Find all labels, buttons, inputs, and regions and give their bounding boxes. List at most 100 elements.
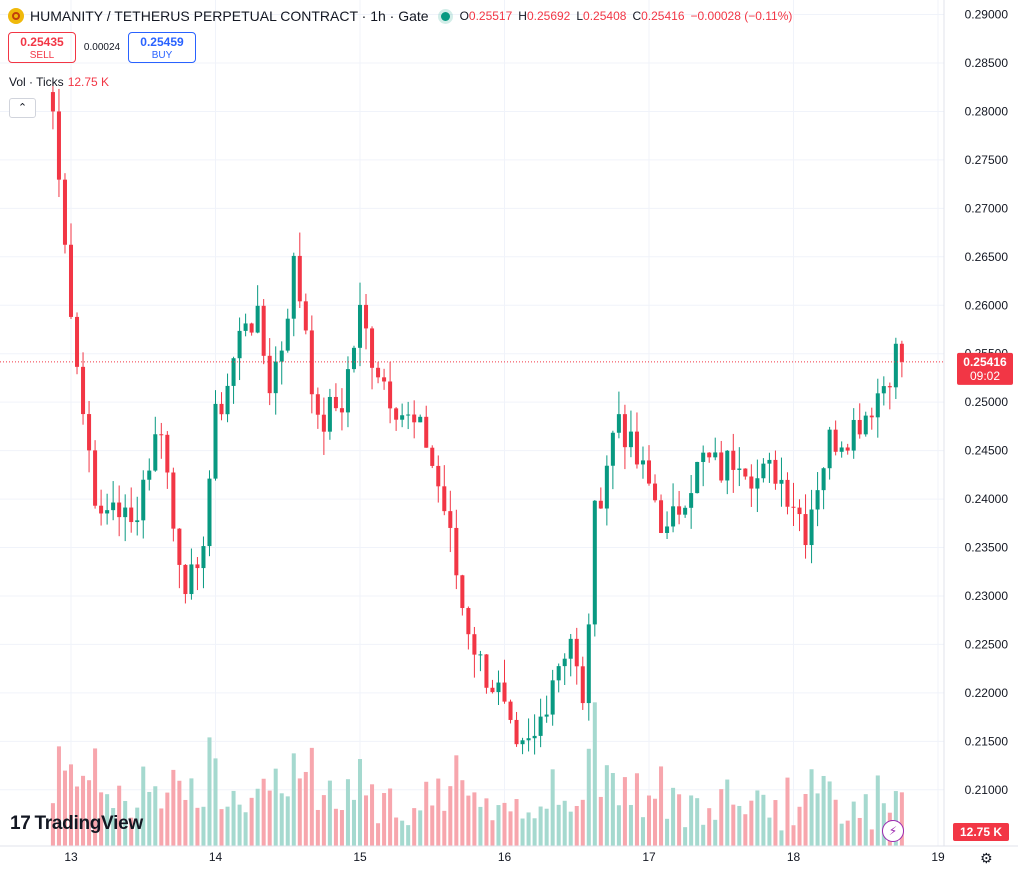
- price-tick-label: 0.28000: [965, 104, 1009, 118]
- candle-body: [297, 255, 302, 302]
- candle-body: [640, 460, 645, 465]
- candle-body: [201, 546, 206, 569]
- lightning-icon[interactable]: ⚡: [882, 820, 904, 842]
- volume-bar: [99, 792, 104, 846]
- time-tick-label: 17: [642, 850, 656, 864]
- time-axis[interactable]: 13 14 15 16 17 18 19: [64, 850, 945, 864]
- price-tick-label: 0.21500: [965, 734, 1009, 748]
- price-tick-label: 0.23500: [965, 541, 1009, 555]
- price-candles: [50, 81, 904, 755]
- candle-body: [111, 502, 116, 511]
- candle-body: [749, 476, 754, 489]
- candle-body: [171, 472, 176, 529]
- volume-bar: [159, 808, 164, 846]
- volume-bar: [622, 777, 627, 846]
- volume-bar: [731, 804, 736, 846]
- volume-bar: [646, 795, 652, 846]
- volume-bar: [303, 771, 308, 846]
- volume-legend[interactable]: Vol · Ticks 12.75 K: [9, 75, 109, 89]
- volume-bar: [779, 830, 784, 846]
- volume-bar: [81, 775, 86, 846]
- volume-bar: [610, 773, 615, 846]
- volume-bar: [364, 795, 369, 846]
- price-tick-label: 0.21000: [965, 783, 1009, 797]
- volume-bar: [412, 808, 417, 846]
- volume-bar: [165, 792, 170, 846]
- price-tick-label: 0.22500: [965, 637, 1009, 651]
- volume-bar: [616, 805, 621, 846]
- candle-body: [273, 361, 278, 394]
- candle-body: [845, 447, 850, 451]
- candle-body: [357, 304, 363, 348]
- price-tick-label: 0.26000: [965, 298, 1009, 312]
- symbol-title[interactable]: HUMANITY / TETHERUS PERPETUAL CONTRACT ·…: [30, 8, 429, 24]
- candle-body: [339, 408, 344, 413]
- volume-bar: [105, 794, 110, 846]
- gear-icon[interactable]: ⚙: [980, 850, 993, 866]
- candle-body: [520, 740, 525, 745]
- volume-bars: [50, 702, 904, 846]
- candle-body: [93, 450, 98, 506]
- candle-body: [418, 416, 423, 423]
- candle-body: [249, 323, 254, 333]
- volume-bar: [821, 775, 826, 846]
- price-axis[interactable]: 0.29000 0.28500 0.28000 0.27500 0.27000 0.265…: [965, 8, 1009, 797]
- volume-bar: [683, 827, 688, 846]
- candle-body: [610, 432, 615, 466]
- volume-bar: [267, 790, 272, 846]
- candle-body: [147, 470, 152, 480]
- volume-bar: [659, 766, 664, 846]
- candle-body: [213, 403, 218, 479]
- candle-body: [797, 507, 802, 515]
- candle-body: [863, 415, 868, 435]
- candle-body: [544, 714, 549, 717]
- sell-button[interactable]: 0.25435 SELL: [8, 32, 76, 63]
- candle-body: [412, 414, 417, 423]
- collapse-legend-button[interactable]: ⌃: [9, 98, 36, 118]
- volume-bar: [351, 799, 356, 846]
- candle-body: [394, 408, 399, 420]
- spread-value: 0.00024: [83, 42, 121, 53]
- candle-body: [351, 347, 356, 370]
- candle-body: [653, 483, 658, 501]
- volume-bar: [466, 795, 471, 846]
- candle-body: [598, 500, 603, 509]
- volume-bar: [550, 769, 555, 846]
- candle-body: [261, 305, 266, 356]
- volume-bar: [719, 789, 724, 846]
- grid-lines: [0, 0, 944, 846]
- candle-body: [478, 654, 483, 656]
- volume-bar: [773, 800, 778, 846]
- volume-bar: [827, 781, 832, 846]
- candle-body: [725, 450, 730, 481]
- tradingview-logo-icon: 17: [10, 813, 31, 834]
- candle-body: [460, 575, 465, 609]
- volume-bar: [297, 778, 302, 846]
- volume-bar: [279, 793, 284, 846]
- volume-bar: [117, 785, 122, 846]
- candle-body: [177, 528, 182, 565]
- candle-body: [665, 526, 670, 533]
- candle-body: [659, 500, 664, 533]
- candle-body: [671, 506, 676, 527]
- candle-body: [592, 500, 597, 625]
- volume-bar: [93, 748, 98, 846]
- volume-bar: [68, 764, 74, 846]
- volume-bar: [875, 775, 880, 846]
- volume-bar: [815, 793, 820, 846]
- candle-body: [622, 414, 627, 448]
- volume-bar: [725, 779, 730, 846]
- candle-body: [893, 343, 898, 388]
- sell-label: SELL: [29, 50, 55, 61]
- chart-header: HUMANITY / TETHERUS PERPETUAL CONTRACT ·…: [8, 6, 792, 26]
- volume-bar: [400, 820, 405, 846]
- close-value: C0.25416: [632, 9, 685, 23]
- candle-body: [333, 396, 338, 409]
- sell-price: 0.25435: [20, 35, 64, 49]
- volume-bar: [231, 790, 236, 846]
- volume-bar: [237, 804, 242, 846]
- volume-bar: [261, 778, 266, 846]
- tradingview-logo[interactable]: 17 TradingView: [10, 813, 143, 835]
- buy-button[interactable]: 0.25459 BUY: [128, 32, 196, 63]
